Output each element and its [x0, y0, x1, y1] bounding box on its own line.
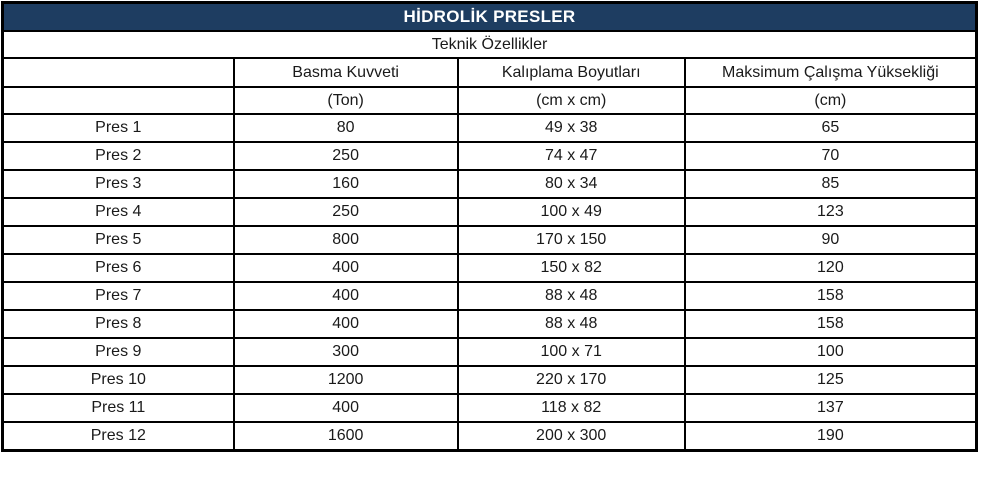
press-name-cell: Pres 7	[1, 281, 235, 311]
table-row: Pres 8 400 88 x 48 158	[1, 309, 978, 339]
press-name-cell: Pres 3	[1, 169, 235, 199]
table-row: Pres 6 400 150 x 82 120	[1, 253, 978, 283]
table-row: Pres 9 300 100 x 71 100	[1, 337, 978, 367]
value-cell: 150 x 82	[456, 253, 686, 283]
value-cell: 400	[232, 393, 459, 423]
value-cell: 400	[232, 281, 459, 311]
unit-cell: (Ton)	[232, 86, 459, 115]
value-cell: 400	[232, 309, 459, 339]
value-cell: 170 x 150	[456, 225, 686, 255]
unit-cell	[1, 86, 235, 115]
value-cell: 137	[683, 393, 978, 423]
table-row: Pres 3 160 80 x 34 85	[1, 169, 978, 199]
value-cell: 800	[232, 225, 459, 255]
column-header: Maksimum Çalışma Yüksekliği	[683, 57, 978, 88]
value-cell: 158	[683, 281, 978, 311]
column-header: Basma Kuvveti	[232, 57, 459, 88]
value-cell: 74 x 47	[456, 141, 686, 171]
table-row: Pres 12 1600 200 x 300 190	[1, 421, 978, 452]
value-cell: 85	[683, 169, 978, 199]
unit-cell: (cm x cm)	[456, 86, 686, 115]
value-cell: 160	[232, 169, 459, 199]
page-title: HİDROLİK PRESLER	[1, 1, 978, 32]
value-cell: 100 x 71	[456, 337, 686, 367]
table-row: Pres 11 400 118 x 82 137	[1, 393, 978, 423]
specs-table: HİDROLİK PRESLER Teknik Özellikler Basma…	[1, 1, 978, 452]
value-cell: 88 x 48	[456, 281, 686, 311]
title-row: HİDROLİK PRESLER	[1, 1, 978, 32]
value-cell: 65	[683, 113, 978, 143]
press-name-cell: Pres 9	[1, 337, 235, 367]
value-cell: 90	[683, 225, 978, 255]
value-cell: 1600	[232, 421, 459, 452]
table-row: Pres 5 800 170 x 150 90	[1, 225, 978, 255]
value-cell: 400	[232, 253, 459, 283]
table-row: Pres 10 1200 220 x 170 125	[1, 365, 978, 395]
press-name-cell: Pres 11	[1, 393, 235, 423]
value-cell: 80 x 34	[456, 169, 686, 199]
table-body: Pres 1 80 49 x 38 65 Pres 2 250 74 x 47 70 Pres …	[1, 113, 978, 452]
value-cell: 158	[683, 309, 978, 339]
value-cell: 125	[683, 365, 978, 395]
press-name-cell: Pres 10	[1, 365, 235, 395]
value-cell: 70	[683, 141, 978, 171]
table-row: Pres 4 250 100 x 49 123	[1, 197, 978, 227]
unit-cell: (cm)	[683, 86, 978, 115]
press-name-cell: Pres 6	[1, 253, 235, 283]
units-row: (Ton) (cm x cm) (cm)	[1, 86, 978, 115]
press-name-cell: Pres 4	[1, 197, 235, 227]
value-cell: 1200	[232, 365, 459, 395]
table-row: Pres 2 250 74 x 47 70	[1, 141, 978, 171]
value-cell: 80	[232, 113, 459, 143]
value-cell: 220 x 170	[456, 365, 686, 395]
press-name-cell: Pres 12	[1, 421, 235, 452]
column-header-row: Basma Kuvveti Kalıplama Boyutları Maksimum…	[1, 57, 978, 88]
table-row: Pres 7 400 88 x 48 158	[1, 281, 978, 311]
value-cell: 49 x 38	[456, 113, 686, 143]
value-cell: 88 x 48	[456, 309, 686, 339]
subtitle-row: Teknik Özellikler	[1, 30, 978, 59]
value-cell: 250	[232, 197, 459, 227]
value-cell: 100 x 49	[456, 197, 686, 227]
value-cell: 120	[683, 253, 978, 283]
press-name-cell: Pres 1	[1, 113, 235, 143]
table-row: Pres 1 80 49 x 38 65	[1, 113, 978, 143]
value-cell: 250	[232, 141, 459, 171]
column-header: Kalıplama Boyutları	[456, 57, 686, 88]
table-subtitle: Teknik Özellikler	[1, 30, 978, 59]
press-name-cell: Pres 2	[1, 141, 235, 171]
value-cell: 118 x 82	[456, 393, 686, 423]
column-header	[1, 57, 235, 88]
value-cell: 123	[683, 197, 978, 227]
press-name-cell: Pres 8	[1, 309, 235, 339]
value-cell: 200 x 300	[456, 421, 686, 452]
value-cell: 300	[232, 337, 459, 367]
value-cell: 100	[683, 337, 978, 367]
press-name-cell: Pres 5	[1, 225, 235, 255]
value-cell: 190	[683, 421, 978, 452]
